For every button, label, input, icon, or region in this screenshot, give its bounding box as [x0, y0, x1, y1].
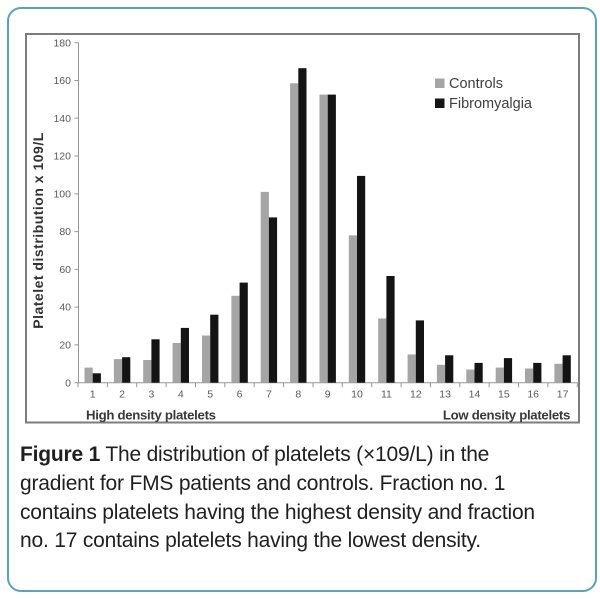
svg-text:7: 7: [266, 389, 272, 401]
svg-text:13: 13: [439, 389, 451, 401]
svg-text:1: 1: [90, 389, 96, 401]
svg-text:Low density platelets: Low density platelets: [443, 408, 570, 423]
svg-text:Controls: Controls: [449, 76, 503, 92]
svg-text:6: 6: [237, 389, 243, 401]
svg-text:17: 17: [557, 389, 569, 401]
svg-text:High density platelets: High density platelets: [86, 408, 216, 423]
svg-text:160: 160: [53, 75, 71, 87]
svg-text:80: 80: [59, 226, 71, 238]
svg-text:40: 40: [59, 302, 71, 314]
svg-text:8: 8: [295, 389, 301, 401]
svg-text:4: 4: [178, 389, 184, 401]
svg-text:3: 3: [148, 389, 154, 401]
svg-text:Platelet distribution x 109/L: Platelet distribution x 109/L: [30, 132, 46, 329]
svg-text:100: 100: [53, 188, 71, 200]
svg-text:15: 15: [498, 389, 510, 401]
svg-text:180: 180: [53, 37, 71, 49]
svg-text:11: 11: [381, 389, 392, 401]
svg-text:9: 9: [325, 389, 331, 401]
svg-text:20: 20: [59, 340, 71, 352]
svg-text:0: 0: [65, 377, 71, 389]
svg-text:140: 140: [53, 113, 71, 125]
svg-text:12: 12: [410, 389, 422, 401]
svg-text:120: 120: [53, 151, 71, 163]
svg-text:2: 2: [119, 389, 125, 401]
svg-text:Fibromyalgia: Fibromyalgia: [449, 96, 533, 112]
svg-text:5: 5: [207, 389, 213, 401]
svg-text:16: 16: [527, 389, 539, 401]
svg-text:60: 60: [59, 264, 71, 276]
svg-text:10: 10: [351, 389, 363, 401]
svg-text:14: 14: [469, 389, 481, 401]
